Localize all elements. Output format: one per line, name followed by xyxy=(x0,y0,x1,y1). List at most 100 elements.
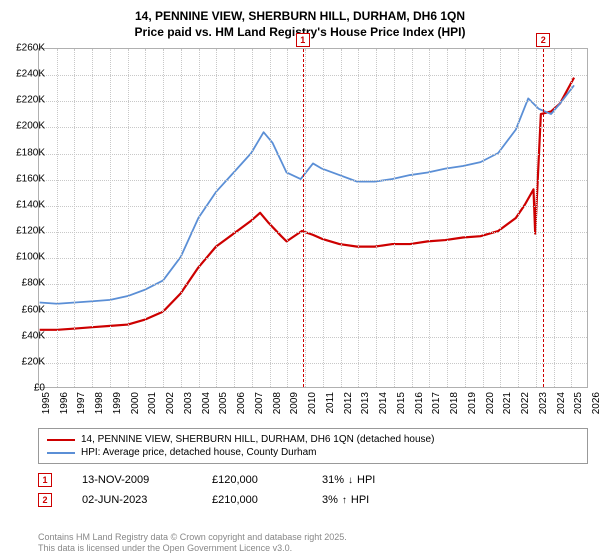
x-tick-label: 2002 xyxy=(165,392,176,414)
legend-item: HPI: Average price, detached house, Coun… xyxy=(47,446,579,459)
gridline-vertical xyxy=(57,49,58,387)
x-tick-label: 2003 xyxy=(183,392,194,414)
sale-row: 1 13-NOV-2009 £120,000 31%↓HPI xyxy=(38,470,588,490)
sales-table: 113-NOV-2009£120,00031%↓HPI202-JUN-2023£… xyxy=(38,470,588,510)
gridline-horizontal xyxy=(39,75,587,76)
y-tick-label: £240K xyxy=(16,69,45,80)
sale-badge: 1 xyxy=(38,473,52,487)
y-tick-label: £260K xyxy=(16,43,45,54)
sale-diff-label: HPI xyxy=(351,494,369,506)
x-tick-label: 2006 xyxy=(236,392,247,414)
y-tick-label: £120K xyxy=(16,226,45,237)
gridline-vertical xyxy=(571,49,572,387)
gridline-vertical xyxy=(341,49,342,387)
x-tick-label: 2026 xyxy=(591,392,600,414)
sale-diff-pct: 3% xyxy=(322,494,338,506)
y-tick-label: £20K xyxy=(22,356,45,367)
x-tick-label: 2011 xyxy=(325,392,336,414)
gridline-horizontal xyxy=(39,101,587,102)
marker-badge: 1 xyxy=(296,33,310,47)
gridline-vertical xyxy=(181,49,182,387)
gridline-vertical xyxy=(536,49,537,387)
x-tick-label: 2008 xyxy=(272,392,283,414)
arrow-up-icon: ↑ xyxy=(342,495,347,506)
gridline-horizontal xyxy=(39,180,587,181)
gridline-vertical xyxy=(518,49,519,387)
legend-label: HPI: Average price, detached house, Coun… xyxy=(81,447,317,458)
gridline-vertical xyxy=(412,49,413,387)
y-tick-label: £140K xyxy=(16,199,45,210)
gridline-horizontal xyxy=(39,258,587,259)
gridline-horizontal xyxy=(39,363,587,364)
gridline-vertical xyxy=(394,49,395,387)
gridline-horizontal xyxy=(39,337,587,338)
legend-item: 14, PENNINE VIEW, SHERBURN HILL, DURHAM,… xyxy=(47,433,579,446)
gridline-vertical xyxy=(465,49,466,387)
gridline-vertical xyxy=(554,49,555,387)
y-tick-label: £180K xyxy=(16,147,45,158)
y-tick-label: £100K xyxy=(16,252,45,263)
sale-hpi-diff: 31%↓HPI xyxy=(322,474,375,486)
x-tick-label: 1997 xyxy=(76,392,87,414)
x-tick-label: 2007 xyxy=(254,392,265,414)
footer-line-2: This data is licensed under the Open Gov… xyxy=(38,543,347,554)
x-tick-label: 2015 xyxy=(396,392,407,414)
y-tick-label: £220K xyxy=(16,95,45,106)
gridline-vertical xyxy=(287,49,288,387)
gridline-vertical xyxy=(234,49,235,387)
legend-label: 14, PENNINE VIEW, SHERBURN HILL, DURHAM,… xyxy=(81,434,434,445)
x-tick-label: 2005 xyxy=(218,392,229,414)
gridline-vertical xyxy=(447,49,448,387)
x-tick-label: 2014 xyxy=(378,392,389,414)
sale-price: £210,000 xyxy=(212,494,292,506)
sale-badge: 2 xyxy=(38,493,52,507)
x-tick-label: 2019 xyxy=(467,392,478,414)
gridline-vertical xyxy=(270,49,271,387)
marker-vline xyxy=(303,49,304,387)
y-tick-label: £160K xyxy=(16,173,45,184)
x-tick-label: 2022 xyxy=(520,392,531,414)
x-tick-label: 1996 xyxy=(59,392,70,414)
gridline-horizontal xyxy=(39,206,587,207)
gridline-vertical xyxy=(376,49,377,387)
gridline-vertical xyxy=(199,49,200,387)
x-tick-label: 1999 xyxy=(112,392,123,414)
footer-attribution: Contains HM Land Registry data © Crown c… xyxy=(38,532,347,554)
y-tick-label: £60K xyxy=(22,304,45,315)
x-tick-label: 2000 xyxy=(130,392,141,414)
gridline-vertical xyxy=(128,49,129,387)
plot-area: 12 xyxy=(38,48,588,388)
gridline-horizontal xyxy=(39,127,587,128)
x-tick-label: 2018 xyxy=(449,392,460,414)
x-tick-label: 1998 xyxy=(94,392,105,414)
legend-swatch xyxy=(47,439,75,441)
gridline-vertical xyxy=(358,49,359,387)
x-tick-label: 2013 xyxy=(360,392,371,414)
gridline-horizontal xyxy=(39,154,587,155)
x-tick-label: 2025 xyxy=(573,392,584,414)
legend-swatch xyxy=(47,452,75,454)
gridline-vertical xyxy=(500,49,501,387)
sale-date: 13-NOV-2009 xyxy=(82,474,182,486)
chart-container: 14, PENNINE VIEW, SHERBURN HILL, DURHAM,… xyxy=(0,0,600,560)
gridline-vertical xyxy=(216,49,217,387)
gridline-vertical xyxy=(305,49,306,387)
sale-price: £120,000 xyxy=(212,474,292,486)
x-tick-label: 2024 xyxy=(556,392,567,414)
y-tick-label: £40K xyxy=(22,330,45,341)
gridline-vertical xyxy=(92,49,93,387)
legend-box: 14, PENNINE VIEW, SHERBURN HILL, DURHAM,… xyxy=(38,428,588,464)
gridline-vertical xyxy=(163,49,164,387)
x-tick-label: 1995 xyxy=(41,392,52,414)
series-line-hpi xyxy=(40,85,574,303)
x-tick-label: 2020 xyxy=(485,392,496,414)
x-tick-label: 2016 xyxy=(414,392,425,414)
gridline-vertical xyxy=(252,49,253,387)
marker-badge: 2 xyxy=(536,33,550,47)
x-tick-label: 2012 xyxy=(343,392,354,414)
x-tick-label: 2010 xyxy=(307,392,318,414)
x-tick-label: 2009 xyxy=(289,392,300,414)
sale-diff-pct: 31% xyxy=(322,474,344,486)
x-tick-label: 2021 xyxy=(502,392,513,414)
footer-line-1: Contains HM Land Registry data © Crown c… xyxy=(38,532,347,543)
